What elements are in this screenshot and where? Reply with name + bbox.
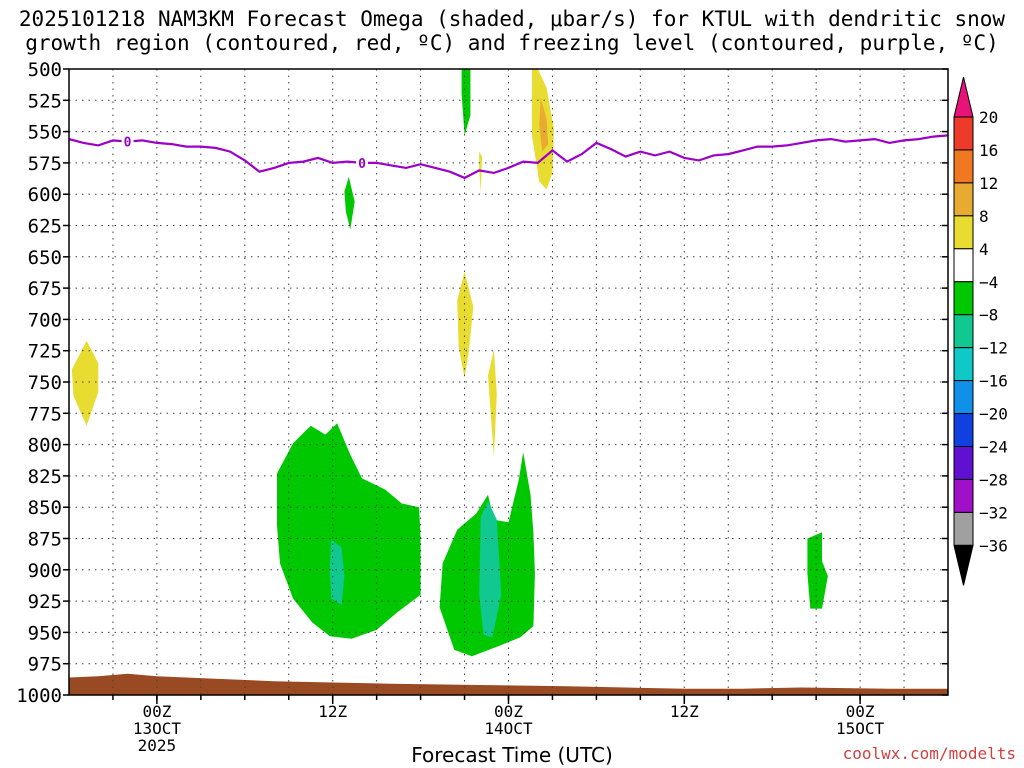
omega-region-9	[539, 97, 549, 152]
colorbar-segment	[953, 511, 974, 546]
x-tick-label: 00Z	[846, 702, 875, 721]
y-tick-label: 650	[28, 247, 62, 269]
colorbar-label: 4	[979, 240, 989, 259]
colorbar-label: −16	[979, 372, 1008, 391]
colorbar-label: 16	[979, 141, 998, 160]
y-tick-label: 925	[28, 591, 62, 613]
colorbar-label: −24	[979, 438, 1008, 457]
omega-region-13	[71, 340, 99, 426]
colorbar-segment	[953, 248, 974, 283]
y-tick-label: 900	[28, 560, 62, 582]
x-tick-label: 15OCT	[836, 719, 885, 738]
omega-region-7	[807, 532, 828, 609]
omega-region-2	[329, 539, 345, 605]
omega-region-5	[344, 176, 355, 230]
y-tick-label: 525	[28, 90, 62, 112]
colorbar-segment	[953, 446, 974, 480]
y-tick-label: 725	[28, 341, 62, 363]
colorbar-segment	[953, 478, 974, 513]
x-tick-label: 00Z	[494, 702, 523, 721]
freezing-label-bg	[356, 154, 368, 170]
omega-region-4	[479, 500, 502, 638]
x-tick-label: 00Z	[142, 702, 171, 721]
x-tick-label: 13OCT	[133, 719, 182, 738]
x-tick-label: 2025	[138, 736, 177, 755]
y-tick-label: 800	[28, 435, 62, 457]
colorbar-segment	[953, 182, 974, 217]
colorbar-label: −4	[979, 273, 998, 292]
colorbar-arrow-top	[953, 76, 974, 118]
colorbar-label: −28	[979, 470, 1008, 489]
freezing-level-contour	[69, 134, 948, 180]
y-tick-label: 850	[28, 497, 62, 519]
colorbar-label: −12	[979, 339, 1008, 358]
colorbar-segment	[953, 413, 974, 447]
y-tick-label: 675	[28, 278, 62, 300]
colorbar-segment	[953, 116, 974, 151]
colorbar-segment	[953, 347, 974, 382]
y-tick-label: 700	[28, 309, 62, 331]
x-axis-label: Forecast Time (UTC)	[411, 743, 613, 767]
omega-region-11	[488, 349, 497, 458]
omega-region-6	[461, 69, 471, 136]
colorbar-label: −8	[979, 306, 998, 325]
colorbar-label: 8	[979, 207, 989, 226]
freezing-level-label-2: 0	[358, 157, 366, 172]
freezing-level-label-1: 0	[124, 136, 132, 151]
colorbar-segment	[953, 281, 974, 316]
y-tick-label: 875	[28, 529, 62, 551]
y-tick-label: 600	[28, 184, 62, 206]
y-tick-label: 625	[28, 216, 62, 238]
y-tick-label: 775	[28, 403, 62, 425]
colorbar-label: 12	[979, 174, 998, 193]
colorbar-label: −20	[979, 405, 1008, 424]
chart-title-line-1: 2025101218 NAM3KM Forecast Omega (shaded…	[18, 7, 1006, 31]
y-tick-label: 825	[28, 466, 62, 488]
colorbar-label: 20	[979, 108, 998, 127]
y-tick-label: 500	[28, 59, 62, 81]
y-tick-label: 1000	[16, 685, 62, 707]
colorbar-label: −36	[979, 536, 1008, 555]
omega-region-10	[457, 271, 474, 379]
colorbar-segment	[953, 380, 974, 415]
source-credit: coolwx.com/modelts	[842, 744, 1016, 763]
x-tick-label: 14OCT	[484, 719, 533, 738]
x-tick-label: 12Z	[670, 702, 699, 721]
y-tick-label: 975	[28, 654, 62, 676]
colorbar-segment	[953, 314, 974, 349]
colorbar-segment	[953, 149, 974, 184]
y-tick-label: 750	[28, 372, 62, 394]
y-tick-label: 950	[28, 622, 62, 644]
surface-terrain	[69, 673, 948, 695]
y-tick-label: 575	[28, 153, 62, 175]
x-tick-label: 12Z	[318, 702, 347, 721]
colorbar-label: −32	[979, 503, 1008, 522]
colorbar-segment	[953, 215, 974, 250]
omega-region-1	[277, 423, 421, 639]
freezing-label-bg	[121, 133, 134, 149]
y-tick-label: 550	[28, 122, 62, 144]
chart-title-line-2: growth region (contoured, red, ºC) and f…	[25, 31, 999, 55]
colorbar-arrow-bottom	[953, 544, 974, 586]
